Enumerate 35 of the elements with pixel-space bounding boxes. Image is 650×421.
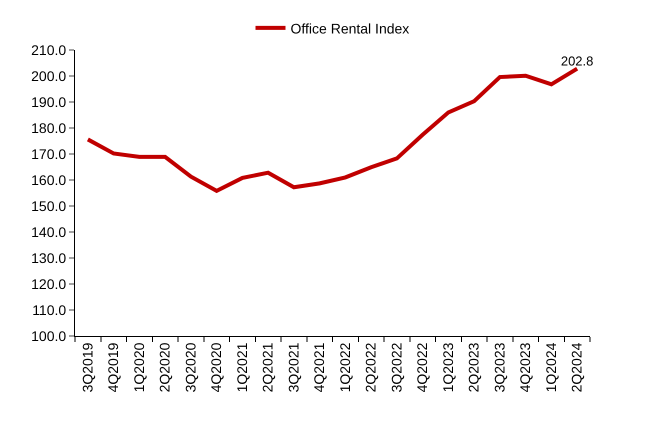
x-tick-label: 4Q2020 [208,342,224,392]
line-series [86,66,580,193]
x-tick-label: 1Q2023 [440,342,456,392]
x-tick-label: 1Q2024 [542,342,559,392]
legend-label: Office Rental Index [290,20,410,36]
x-tick-label: 3Q2019 [79,342,96,392]
x-tick-label: 1Q2021 [234,342,250,392]
y-tick-label: 150.0 [31,198,66,214]
y-tick-label: 100.0 [31,328,66,344]
y-tick-label: 170.0 [31,146,66,162]
x-tick-label: 3Q2022 [388,342,404,392]
x-tick-label: 4Q2021 [311,342,328,392]
y-tick-label: 190.0 [31,94,66,110]
data-label: 202.8 [560,53,594,68]
x-tick-label: 2Q2020 [156,342,173,392]
x-tick-label: 1Q2022 [336,342,353,392]
x-tick-label: 4Q2022 [414,342,430,392]
y-tick-label: 110.0 [32,302,66,318]
y-tick-label: 160.0 [31,172,66,188]
x-tick-label: 2Q2023 [466,342,482,392]
y-tick-label: 180.0 [31,120,66,136]
x-tick-label: 2Q2021 [260,342,276,392]
x-tick-label: 2Q2022 [362,342,379,392]
x-tick-label: 1Q2020 [130,342,147,392]
y-tick-label: 120.0 [31,276,66,292]
y-tick-label: 130.0 [31,250,66,266]
x-tick-label: 3Q2020 [182,342,198,392]
x-tick-label: 4Q2019 [105,342,122,392]
x-tick-label: 4Q2023 [517,342,534,392]
y-tick-label: 140.0 [31,224,66,240]
y-tick-label: 200.0 [31,68,66,84]
x-tick-label: 3Q2023 [491,342,508,392]
x-tick-label: 3Q2021 [285,342,302,392]
y-tick-label: 210.0 [31,42,66,58]
x-tick-label: 2Q2024 [568,342,585,392]
